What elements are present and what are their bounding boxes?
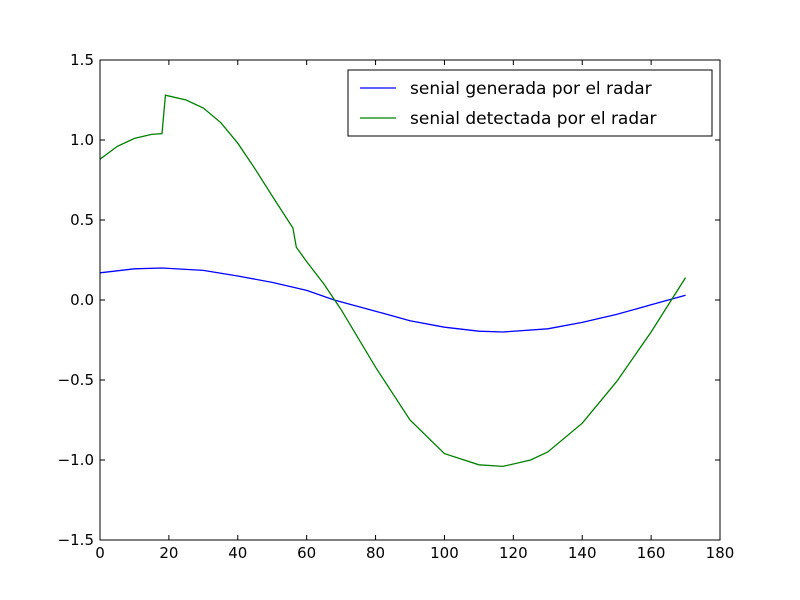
legend-frame [347,69,713,137]
x-tick-label: 160 [637,544,666,562]
legend-label-2: senial detectada por el radar [410,109,657,129]
x-tick-label: 180 [706,544,735,562]
plot-frame [99,59,721,541]
x-tick-label: 120 [499,544,528,562]
x-tick-label: 80 [366,544,385,562]
plot-area [100,60,720,540]
x-tick-label: 40 [228,544,247,562]
y-tick-label: 0.5 [70,211,94,229]
x-tick-label: 60 [297,544,316,562]
series-line-2 [99,94,687,468]
y-tick-label: −1.5 [58,531,94,549]
y-tick-label: 1.0 [70,131,94,149]
x-tick-label: 20 [159,544,178,562]
x-tick-label: 100 [430,544,459,562]
ticks-layer: 0 20 40 60 80 100 120 140 160 180 −1.5 −1.0 −0.5 0.0 0… [58,51,735,562]
y-tick-label: 1.5 [70,51,94,69]
x-tick-label: 140 [568,544,597,562]
y-tick-label: 0.0 [70,291,94,309]
y-tick-label: −1.0 [58,451,94,469]
y-tick-label: −0.5 [58,371,94,389]
legend: senial generada por el radar senial detec… [347,69,713,137]
series-line-1 [99,267,686,333]
legend-label-1: senial generada por el radar [410,79,652,99]
series-layer [99,94,687,468]
x-tick-label: 0 [95,544,105,562]
